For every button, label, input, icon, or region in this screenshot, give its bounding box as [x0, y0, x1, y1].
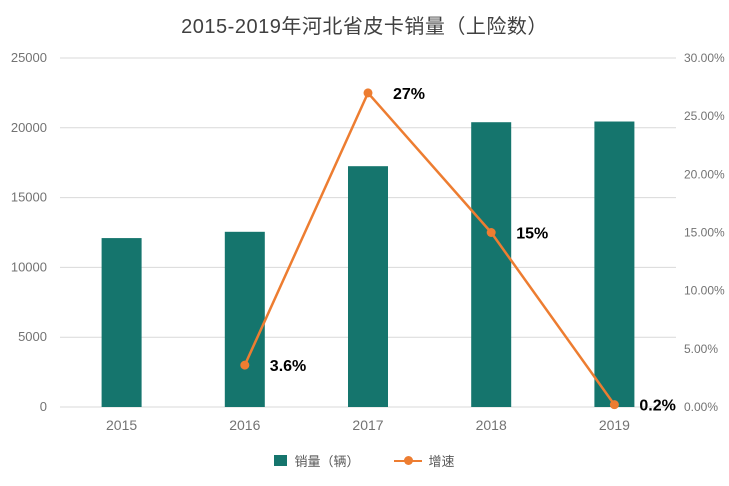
x-axis-label-2015: 2015 — [106, 417, 137, 433]
x-axis-label-2019: 2019 — [599, 417, 630, 433]
left-axis-tick: 15000 — [11, 190, 47, 205]
right-axis-tick: 30.00% — [684, 51, 725, 65]
growth-label-2019: 0.2% — [639, 398, 675, 415]
growth-line[interactable] — [243, 91, 616, 406]
growth-point-2019[interactable] — [609, 400, 619, 410]
x-axis-label-2018: 2018 — [476, 417, 507, 433]
growth-label-2018: 15% — [516, 226, 548, 243]
x-axis-label-2017: 2017 — [352, 417, 383, 433]
growth-label-2016: 3.6% — [270, 358, 306, 375]
chart-legend: 销量（辆） 增速 — [0, 443, 729, 477]
bar-2018[interactable] — [471, 122, 512, 407]
bar-swatch-icon — [274, 454, 288, 466]
bar-2017[interactable] — [348, 166, 388, 407]
right-axis-tick: 25.00% — [684, 109, 725, 123]
legend-label-growth: 增速 — [428, 453, 455, 469]
bar-2019[interactable] — [594, 121, 635, 407]
left-axis-tick: 10000 — [11, 259, 47, 274]
left-axis-tick: 0 — [40, 399, 47, 414]
right-axis-tick: 15.00% — [684, 226, 725, 240]
chart-title: 2015-2019年河北省皮卡销量（上险数） — [181, 16, 548, 38]
bar-2016[interactable] — [224, 231, 265, 407]
growth-label-2017: 27% — [393, 86, 425, 103]
right-axis-tick: 0.00% — [684, 400, 718, 414]
growth-point-2016[interactable] — [240, 360, 250, 370]
line-swatch-icon — [393, 455, 422, 465]
growth-point-2017[interactable] — [363, 88, 373, 98]
bar-2015[interactable] — [101, 238, 142, 407]
chart-plot: 0 5000 10000 15000 20000 25000 0.00% 5.00% 10.00… — [11, 50, 725, 433]
left-axis-tick: 25000 — [11, 50, 47, 65]
right-axis-tick: 5.00% — [684, 342, 718, 356]
right-axis-tick: 20.00% — [684, 167, 725, 181]
legend-item-growth[interactable]: 增速 — [393, 451, 455, 470]
right-axis-tick: 10.00% — [684, 284, 725, 298]
x-axis-label-2016: 2016 — [229, 417, 260, 433]
legend-item-sales[interactable]: 销量（辆） — [274, 451, 360, 470]
growth-point-2018[interactable] — [486, 228, 496, 237]
left-axis-tick: 5000 — [18, 329, 47, 344]
left-axis-tick: 20000 — [11, 120, 47, 135]
legend-label-sales: 销量（辆） — [294, 453, 360, 469]
